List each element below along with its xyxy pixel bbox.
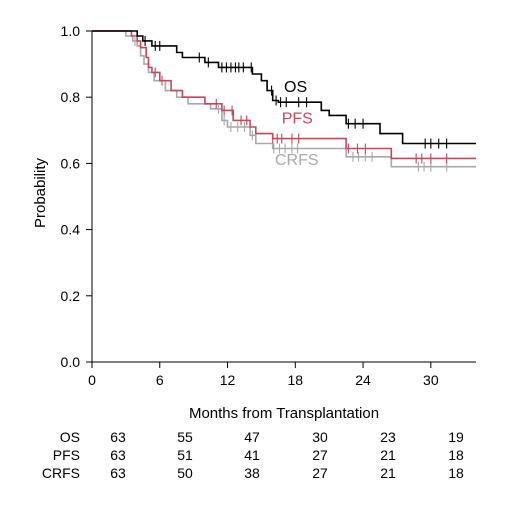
risk-count: 47 [244, 429, 260, 445]
risk-count: 18 [448, 447, 464, 463]
y-tick-label: 0.4 [61, 222, 81, 238]
censor-marks [134, 35, 448, 172]
risk-count: 19 [448, 429, 464, 445]
risk-count: 51 [177, 447, 193, 463]
x-tick-label: 0 [88, 372, 96, 388]
risk-count: 23 [380, 429, 396, 445]
risk-count: 55 [177, 429, 193, 445]
series-line-crfs [92, 30, 476, 168]
series-line-os [92, 30, 476, 145]
risk-count: 18 [448, 465, 464, 481]
risk-count: 50 [177, 465, 193, 481]
number-at-risk-table: OS 63 55 47 30 23 19 PFS 63 51 41 27 21 18 CRFS 63 50 38 2… [42, 429, 464, 481]
risk-count: 21 [380, 447, 396, 463]
y-tick-label: 0.6 [61, 155, 81, 171]
series-label-pfs: PFS [282, 111, 313, 128]
series-label-os: OS [284, 79, 307, 96]
risk-count: 21 [380, 465, 396, 481]
x-tick-label: 18 [288, 372, 304, 388]
risk-count: 30 [312, 429, 328, 445]
series-labels: OS PFS CRFS [275, 79, 319, 169]
risk-count: 63 [110, 429, 126, 445]
survival-curves [92, 30, 476, 168]
risk-count: 38 [244, 465, 260, 481]
risk-row-label: OS [60, 429, 80, 445]
y-axis: 0.0 0.2 0.4 0.6 0.8 1.0 [61, 23, 93, 370]
risk-row-label: PFS [53, 447, 80, 463]
y-axis-title: Probability [32, 157, 49, 228]
x-axis-title: Months from Transplantation [189, 405, 379, 422]
risk-count: 27 [312, 447, 328, 463]
x-tick-label: 30 [423, 372, 439, 388]
y-tick-label: 1.0 [61, 23, 81, 39]
series-label-crfs: CRFS [275, 152, 319, 169]
risk-count: 27 [312, 465, 328, 481]
risk-count: 63 [110, 447, 126, 463]
risk-count: 41 [244, 447, 260, 463]
risk-row-label: CRFS [42, 465, 80, 481]
y-tick-label: 0.0 [61, 354, 81, 370]
x-tick-label: 24 [355, 372, 371, 388]
x-axis: 0 6 12 18 24 30 [88, 361, 476, 388]
x-tick-label: 12 [220, 372, 236, 388]
risk-count: 63 [110, 465, 126, 481]
x-tick-label: 6 [156, 372, 164, 388]
y-tick-label: 0.8 [61, 89, 81, 105]
y-tick-label: 0.2 [61, 288, 81, 304]
